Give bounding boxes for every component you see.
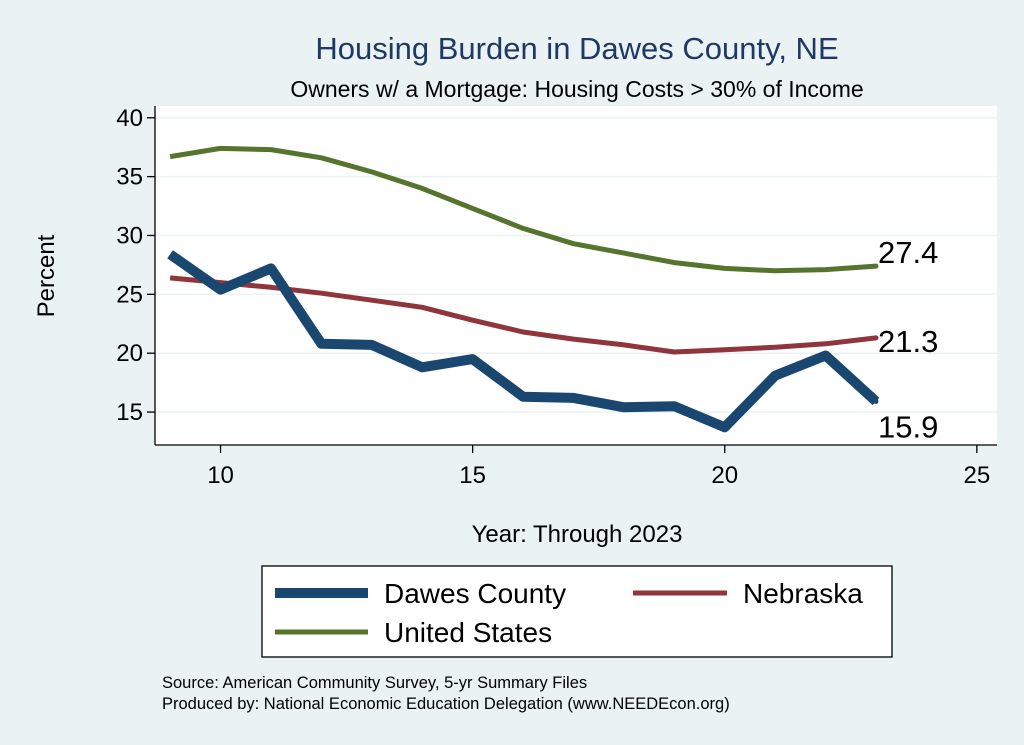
- y-tick-label-35: 35: [116, 164, 143, 191]
- y-tick-label-25: 25: [116, 281, 143, 308]
- y-tick-label-30: 30: [116, 222, 143, 249]
- legend: Dawes County Nebraska United States: [261, 565, 893, 658]
- x-tick-label-10: 10: [207, 462, 234, 489]
- endpoint-dawes-county: [873, 398, 879, 404]
- chart-title: Housing Burden in Dawes County, NE: [315, 31, 838, 66]
- x-tick-label-25: 25: [963, 462, 990, 489]
- endpoint-nebraska: [873, 335, 879, 341]
- series-line-dawes-county: [167, 250, 880, 433]
- chart-subtitle: Owners w/ a Mortgage: Housing Costs > 30…: [290, 76, 863, 102]
- source-note: Source: American Community Survey, 5-yr …: [162, 674, 587, 692]
- end-label-united-states: 27.4: [878, 235, 938, 270]
- series-line-united-states: [169, 145, 877, 274]
- legend-label-nebraska: Nebraska: [743, 578, 863, 609]
- series-lines: [167, 145, 880, 433]
- produced-by-note: Produced by: National Economic Education…: [162, 695, 730, 713]
- end-label-dawes-county: 15.9: [878, 409, 938, 444]
- legend-label-dawes-county: Dawes County: [384, 578, 566, 609]
- endpoint-united-states: [873, 263, 879, 269]
- x-tick-label-20: 20: [711, 462, 738, 489]
- y-axis-label: Percent: [33, 234, 60, 317]
- grid-lines: [155, 117, 997, 413]
- x-tick-label-15: 15: [459, 462, 486, 489]
- legend-label-united-states: United States: [384, 617, 552, 648]
- end-label-nebraska: 21.3: [878, 324, 938, 359]
- end-labels: 15.9 21.3 27.4: [878, 235, 938, 444]
- x-ticks: 10 15 20 25: [207, 445, 990, 489]
- x-axis-label: Year: Through 2023: [472, 521, 683, 548]
- y-ticks: 15 20 25 30 35 40: [116, 105, 155, 426]
- y-tick-label-20: 20: [116, 340, 143, 367]
- y-tick-label-40: 40: [116, 105, 143, 132]
- legend-box: [261, 565, 893, 658]
- y-tick-label-15: 15: [116, 399, 143, 426]
